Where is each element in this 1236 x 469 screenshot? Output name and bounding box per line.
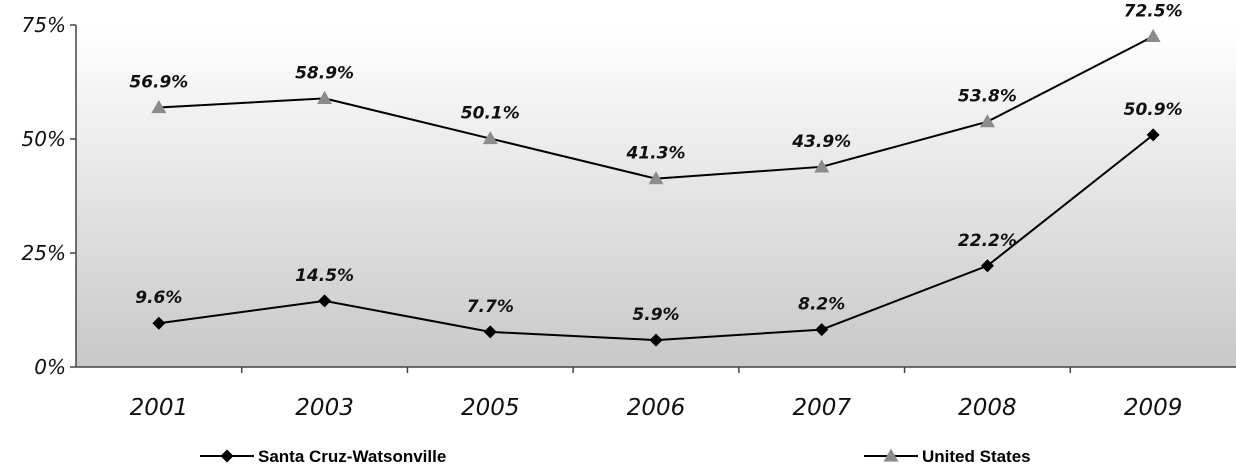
data-label: 41.3% [626,144,686,164]
data-label: 7.7% [467,297,514,317]
data-label: 8.2% [798,295,845,315]
data-point [814,159,830,173]
data-label: 9.6% [135,288,182,308]
data-point [649,333,663,347]
x-tick-label: 2007 [792,395,851,421]
series-santa-cruz-watsonville: 9.6% 14.5% 7.7% 5.9% 8.2% 22.2% 50.9% [135,100,1183,347]
data-label: 53.8% [958,87,1017,107]
series-group: 9.6% 14.5% 7.7% 5.9% 8.2% 22.2% 50.9% 56.9% 58.9… [129,1,1183,347]
y-tick-label: 50% [22,127,66,151]
data-point [1145,28,1161,43]
legend-label: Santa Cruz-Watsonville [258,447,446,466]
data-label: 58.9% [295,63,354,83]
x-tick-label: 2006 [627,395,686,421]
x-tick-group: 2001 2003 2005 2006 2007 2008 2009 [130,367,1183,421]
series-united-states: 56.9% 58.9% 50.1% 41.3% 43.9% 53.8% 72.5% [129,1,1183,185]
data-label: 72.5% [1124,1,1183,21]
legend-marker [883,448,899,462]
data-label: 50.1% [461,104,520,124]
data-label: 22.2% [958,231,1017,251]
data-point [1146,128,1160,142]
data-label: 56.9% [129,73,188,93]
x-tick-label: 2009 [1124,395,1183,421]
data-point [815,323,829,337]
legend-label: United States [922,447,1031,466]
data-label: 14.5% [295,266,354,286]
data-label: 5.9% [632,305,679,325]
data-point [317,90,333,105]
plot-area [76,25,1236,367]
x-tick-label: 2003 [295,395,354,421]
data-point [979,114,995,128]
x-tick-label: 2008 [958,395,1017,421]
data-point [483,325,497,339]
legend-marker [220,449,234,463]
data-point [482,131,498,145]
data-point [152,316,166,330]
data-point [318,294,332,308]
legend: Santa Cruz-Watsonville United States [200,447,1031,466]
x-tick-label: 2001 [130,395,189,421]
data-point [151,100,167,114]
data-label: 43.9% [791,132,851,152]
y-tick-label: 75% [22,13,66,37]
y-tick-label: 0% [34,355,66,379]
y-tick-label: 25% [22,241,66,265]
data-label: 50.9% [1124,100,1183,120]
data-point [980,259,994,273]
y-tick-group: 0% 25% 50% 75% [22,13,76,379]
data-point [648,171,664,185]
x-tick-label: 2005 [461,395,520,421]
